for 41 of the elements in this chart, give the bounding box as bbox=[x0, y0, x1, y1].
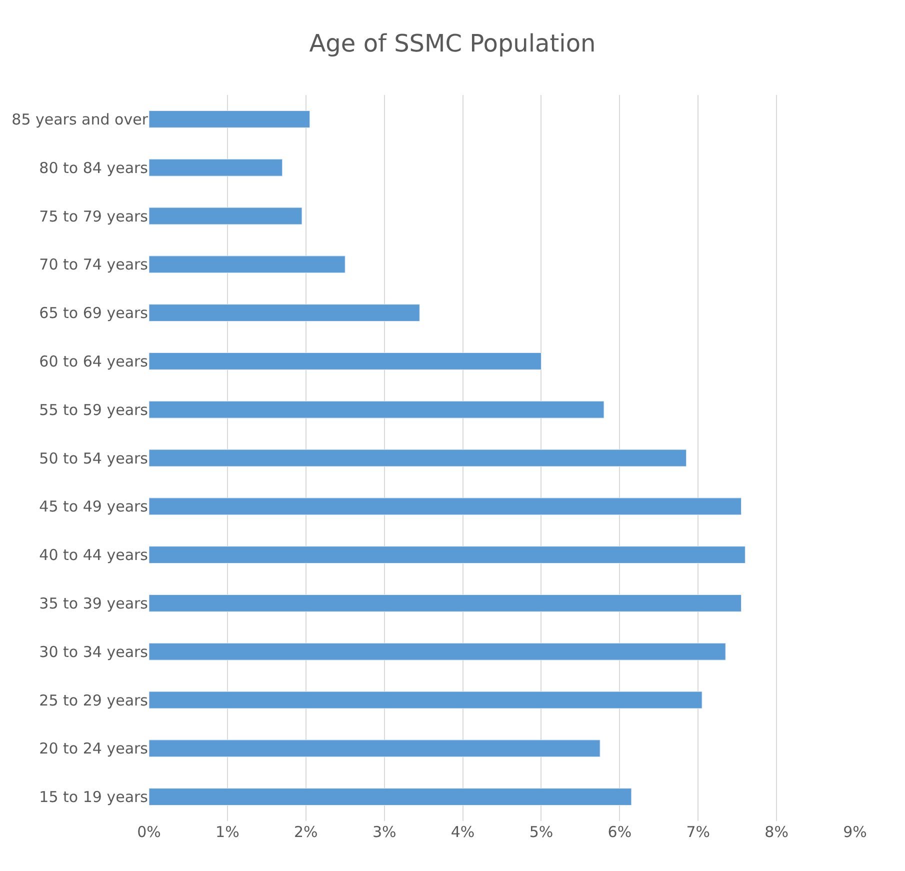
bar bbox=[149, 691, 702, 709]
bar bbox=[149, 304, 420, 322]
x-tick-label: 6% bbox=[608, 823, 632, 841]
x-tick-label: 9% bbox=[843, 823, 867, 841]
bar bbox=[149, 256, 346, 274]
bar bbox=[149, 594, 742, 612]
x-tick-label: 0% bbox=[137, 823, 161, 841]
y-tick-label: 25 to 29 years bbox=[39, 691, 148, 710]
bar bbox=[149, 546, 746, 564]
y-tick-label: 50 to 54 years bbox=[39, 449, 148, 468]
y-tick-label: 20 to 24 years bbox=[39, 740, 148, 758]
bar bbox=[149, 788, 632, 806]
bar bbox=[149, 158, 283, 176]
bar bbox=[149, 642, 726, 660]
x-tick-label: 1% bbox=[216, 823, 240, 841]
x-tick-label: 7% bbox=[686, 823, 710, 841]
x-tick-label: 3% bbox=[372, 823, 396, 841]
x-tick-label: 2% bbox=[294, 823, 318, 841]
y-tick-label: 80 to 84 years bbox=[39, 158, 148, 177]
bar bbox=[149, 449, 687, 467]
y-tick-label: 65 to 69 years bbox=[39, 304, 148, 322]
y-tick-label: 85 years and over bbox=[12, 110, 149, 128]
y-tick-label: 30 to 34 years bbox=[39, 642, 148, 661]
y-tick-label: 40 to 44 years bbox=[39, 546, 148, 564]
y-tick-label: 15 to 19 years bbox=[39, 788, 148, 806]
x-tick-label: 5% bbox=[529, 823, 554, 841]
y-tick-label: 55 to 59 years bbox=[39, 400, 148, 419]
y-tick-label: 75 to 79 years bbox=[39, 207, 148, 226]
x-tick-label: 4% bbox=[450, 823, 475, 841]
bar bbox=[149, 352, 542, 370]
bar bbox=[149, 740, 600, 758]
bar bbox=[149, 400, 604, 418]
bar bbox=[149, 207, 302, 225]
x-tick-label: 8% bbox=[764, 823, 788, 841]
bar bbox=[149, 498, 742, 516]
y-tick-label: 45 to 49 years bbox=[39, 498, 148, 516]
bar bbox=[149, 110, 310, 128]
y-tick-label: 35 to 39 years bbox=[39, 594, 148, 612]
chart-title: Age of SSMC Population bbox=[309, 30, 596, 58]
y-tick-label: 60 to 64 years bbox=[39, 352, 148, 370]
y-tick-label: 70 to 74 years bbox=[39, 256, 148, 274]
